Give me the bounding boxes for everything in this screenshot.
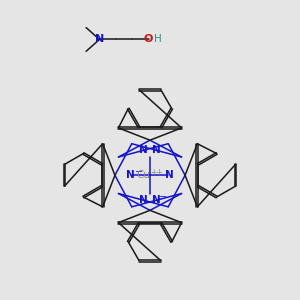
Text: N: N — [139, 146, 148, 155]
Text: N: N — [152, 146, 161, 155]
Text: −: − — [159, 192, 167, 202]
Text: N: N — [126, 170, 135, 180]
Text: −: − — [135, 167, 143, 177]
Text: Cu: Cu — [136, 170, 151, 180]
Text: N: N — [165, 170, 174, 180]
Text: N: N — [139, 195, 148, 205]
Text: N: N — [152, 195, 161, 205]
Text: N: N — [95, 34, 104, 44]
Text: O: O — [144, 34, 153, 44]
Text: ++: ++ — [150, 168, 163, 177]
Text: H: H — [154, 34, 161, 44]
